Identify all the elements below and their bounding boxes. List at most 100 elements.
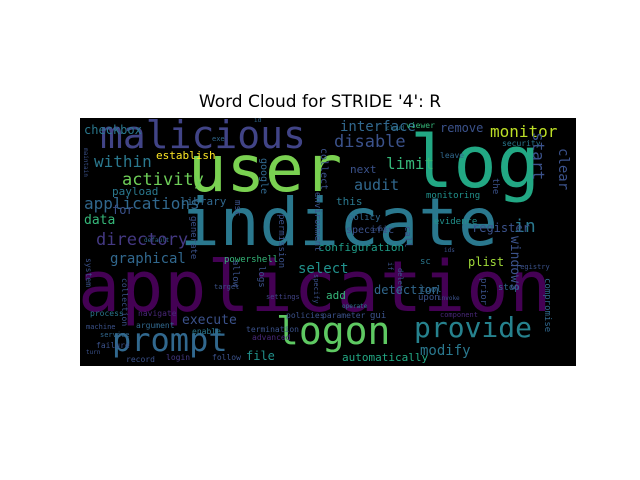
word-cloud: settings (266, 293, 300, 301)
word-evidence: gui (370, 311, 387, 321)
word-plist: select (298, 261, 349, 277)
word-specific: library (180, 195, 227, 208)
word-service: process (90, 309, 124, 318)
word-log: log (410, 120, 541, 204)
word-powershell: collect (318, 148, 329, 191)
word-gui: add (326, 289, 346, 302)
word-allow: invoke (438, 295, 460, 302)
word-next: establish (156, 149, 216, 162)
word-execute: plist (468, 255, 505, 269)
word-termination: the (490, 178, 500, 195)
word-library: payload (112, 185, 159, 198)
word-generate: specify (312, 274, 320, 304)
word-msc: machine (86, 323, 116, 331)
word-follow: permission (276, 214, 286, 269)
word-argument: stop (498, 283, 520, 293)
word-collect: ids (444, 247, 455, 254)
word-ids: policies (286, 311, 325, 320)
word-this: checkbox (84, 123, 142, 137)
word-modify: detection (374, 283, 440, 297)
word-file: windows (507, 236, 522, 291)
word-disable: disable (334, 132, 406, 152)
word-indicate: indicate (180, 184, 498, 261)
word-sc: upon (418, 293, 440, 303)
word-compromise: component (440, 311, 478, 319)
word-activity: activity (122, 170, 204, 190)
word-clear: failure (96, 341, 130, 350)
word-stop: evidence (434, 217, 478, 227)
word-monitoring: this (336, 195, 363, 208)
word-tool: specific (346, 225, 395, 236)
word-automatically: modify (420, 343, 471, 359)
word-target: login (166, 353, 191, 362)
word-configuration: monitoring (426, 191, 481, 201)
word-in: in (514, 216, 536, 237)
word-audit: audit (354, 176, 400, 194)
word-windows: system (84, 258, 93, 287)
word-provide: provide (414, 311, 533, 344)
word-register: execute (182, 313, 237, 328)
word-start: follow (212, 353, 241, 362)
word-login: msc (232, 200, 242, 217)
word-system: delete (396, 268, 404, 294)
word-prompt: prompt (112, 321, 228, 359)
word-add: next (350, 163, 377, 176)
word-interface: interface (340, 119, 416, 135)
word-monitor: monitor (490, 122, 558, 141)
word-environment: id (254, 118, 262, 124)
word-if: target (214, 283, 240, 291)
word-within: within (94, 152, 152, 171)
word-directory: start (529, 132, 548, 181)
word-specify: prior (478, 278, 488, 306)
word-application: application (80, 246, 553, 328)
word-exe: argument (136, 321, 175, 330)
word-navigate: security (502, 139, 541, 148)
word-establish: automatically (342, 351, 429, 364)
word-policy: tool (420, 285, 442, 295)
word-data: directory (96, 230, 189, 250)
word-detection: graphical (110, 251, 186, 267)
word-maintain: if (386, 262, 394, 271)
word-remove: remove (440, 121, 484, 135)
word-graphical: data (84, 213, 116, 228)
word-advanced: registry (516, 263, 550, 271)
word-record: google (258, 158, 269, 195)
word-permission: maintain (82, 148, 89, 177)
word-prior: cloud (386, 125, 405, 132)
word-settings: allow (230, 260, 240, 288)
word-google: turn (86, 349, 101, 356)
word-cloud: application indicate user log malicious … (80, 118, 576, 366)
word-machine: navigate (138, 309, 177, 318)
word-component: collection (120, 278, 129, 327)
chart-title: Word Cloud for STRIDE '4': R (198, 92, 442, 112)
word-checkbox: file (246, 349, 275, 363)
word-delete: default (144, 237, 170, 244)
word-security: environment (312, 192, 322, 252)
word-user: user (188, 133, 343, 207)
word-upon: configuration (318, 241, 405, 254)
word-failure: generate (188, 216, 198, 260)
word-call: exe (212, 135, 225, 143)
word-the: leave (440, 151, 465, 160)
word-registry: call (402, 226, 412, 248)
word-malicious: malicious (100, 118, 306, 157)
word-collection: conduct (370, 227, 392, 233)
word-policies: compromise (542, 278, 552, 333)
word-parameter: powershell (224, 255, 279, 265)
word-select: for (112, 203, 134, 217)
word-payload: register (472, 221, 530, 235)
word-viewer: policy (348, 213, 381, 223)
word-turn: termination (246, 325, 299, 334)
word-conduct: operate (342, 303, 368, 310)
word-id: advanced (252, 333, 291, 342)
word-process: viewer (406, 121, 435, 130)
word-limit: limit (386, 154, 435, 173)
word-enable: sc (420, 257, 431, 267)
word-applications: clear (555, 148, 571, 191)
word-leave: enable (192, 327, 221, 336)
word-logon: logon (276, 309, 391, 353)
word-invoke: parameter (322, 311, 366, 320)
word-default: record (126, 355, 155, 364)
word-operate: logs (256, 266, 266, 288)
word-logs: service (100, 331, 130, 339)
